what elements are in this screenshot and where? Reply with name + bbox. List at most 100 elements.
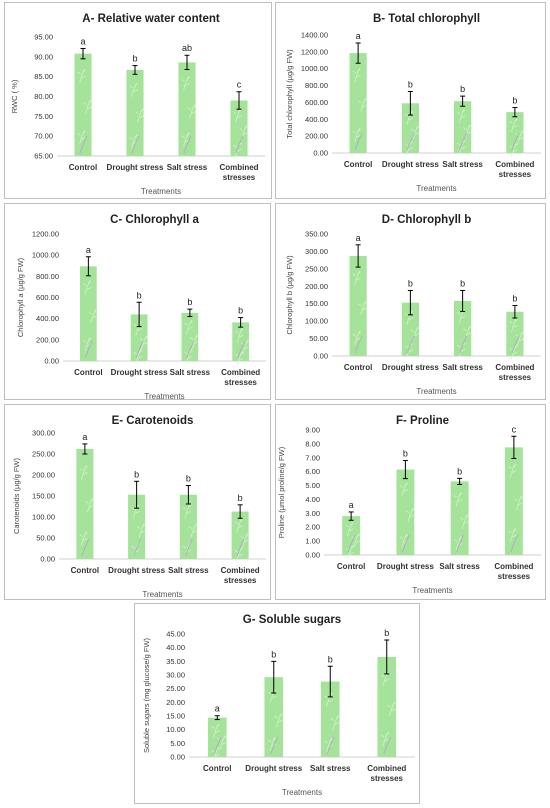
y-tick-label: 800.00 — [305, 81, 328, 90]
bar-pattern — [352, 67, 367, 143]
y-tick-label: 0.00 — [313, 352, 328, 361]
y-tick-label: 800.00 — [36, 272, 59, 281]
y-tick-label: 1400.00 — [301, 31, 328, 40]
y-tick-label: 8.00 — [305, 439, 320, 448]
x-tick-label: Salt stress — [167, 163, 208, 172]
bar-flower-stem — [456, 534, 465, 553]
error-bar — [184, 54, 190, 71]
chart-svg: A- Relative water content 65.00 70.00 75.00… — [10, 13, 265, 196]
y-tick-label: 50.00 — [36, 534, 55, 543]
bar-flower-stem — [213, 736, 222, 755]
chart-panel-g: G- Soluble sugars 0.00 5.00 10.00 15.00 20.00… — [134, 603, 420, 804]
chart-panel-d: D- Chlorophyll b 0.00 50.00 100.00 150.00 200… — [275, 203, 546, 400]
chart-panel-a: A- Relative water content 65.00 70.00 75.00… — [4, 2, 272, 199]
chart-title: B- Total chlorophyll — [373, 13, 480, 25]
bar — [74, 53, 92, 156]
significance-letter: ab — [182, 43, 192, 53]
x-tick-label: Drought stress — [107, 163, 164, 172]
chart-svg: D- Chlorophyll b 0.00 50.00 100.00 150.00 200… — [285, 214, 541, 396]
y-tick-label: 2.00 — [305, 523, 320, 532]
bar-flower-stem — [133, 538, 142, 557]
bar — [80, 266, 97, 361]
chart-title: A- Relative water content — [82, 13, 220, 25]
bar — [401, 302, 419, 356]
significance-letter: b — [512, 95, 517, 105]
bar-flower-stem — [459, 132, 468, 151]
bar-pattern — [267, 688, 283, 752]
significance-letter: b — [512, 293, 517, 303]
bar-pattern — [456, 108, 472, 155]
y-tick-label: 45.00 — [166, 630, 185, 639]
y-tick-label: 25.00 — [166, 684, 185, 693]
y-axis-label: Total chlorophyll (µg/g FW) — [285, 49, 294, 139]
chart-panel-c: C- Chlorophyll a 0.00 200.00 400.00 600.00 80… — [4, 203, 271, 401]
x-tick-label: Salt stress — [439, 562, 480, 571]
y-tick-label: 300.00 — [305, 247, 328, 256]
y-tick-label: 1.00 — [305, 537, 320, 546]
significance-letter: a — [356, 233, 361, 243]
significance-letter: a — [86, 245, 91, 255]
error-bar — [82, 443, 88, 455]
error-bar — [512, 106, 518, 118]
bar-flower-stem — [135, 340, 144, 359]
x-tick-label: Salt stress — [310, 764, 351, 773]
y-tick-label: 0.00 — [313, 149, 328, 158]
bar — [130, 314, 148, 361]
bar-pattern — [82, 280, 98, 352]
y-tick-label: 600.00 — [36, 293, 59, 302]
bar — [179, 494, 197, 559]
y-tick-label: 7.00 — [305, 453, 320, 462]
y-tick-label: 1200.00 — [32, 230, 59, 239]
significance-letter: a — [80, 37, 85, 47]
error-bar — [85, 256, 91, 277]
x-tick-label: Salt stress — [442, 363, 483, 372]
significance-letter: b — [132, 54, 137, 64]
y-tick-label: 1200.00 — [301, 47, 328, 56]
error-bar — [348, 511, 354, 521]
bar-flower-stem — [383, 736, 392, 755]
y-tick-label: 400.00 — [36, 314, 59, 323]
y-tick-label: 350.00 — [305, 230, 328, 239]
y-tick-label: 250.00 — [32, 450, 55, 459]
error-bar — [355, 42, 361, 64]
y-tick-label: 600.00 — [305, 98, 328, 107]
x-tick-label: Control — [71, 566, 99, 575]
y-tick-label: 20.00 — [166, 698, 185, 707]
x-axis-label: Treatments — [282, 788, 322, 797]
error-bar — [271, 660, 277, 694]
bar — [264, 677, 284, 757]
bar-pattern — [345, 521, 361, 560]
y-tick-label: 50.00 — [309, 334, 328, 343]
y-tick-label: 15.00 — [166, 712, 185, 721]
bar-flower-stem — [184, 538, 193, 557]
bar-flower-stem — [354, 132, 363, 151]
y-tick-label: 40.00 — [166, 643, 185, 652]
bar-pattern — [399, 482, 415, 548]
bar — [76, 448, 94, 559]
error-bar — [327, 665, 333, 698]
bar-pattern — [352, 270, 367, 346]
y-tick-label: 100.00 — [32, 513, 55, 522]
significance-letter: b — [238, 493, 243, 503]
chart-svg: G- Soluble sugars 0.00 5.00 10.00 15.00 20.00… — [142, 614, 415, 797]
x-axis-label: Treatments — [141, 187, 181, 196]
error-bar — [132, 65, 138, 75]
x-tick-label: Control — [74, 368, 102, 377]
x-tick-label: Drought stress — [377, 562, 434, 571]
bar-pattern — [235, 327, 250, 366]
y-tick-label: 200.00 — [36, 335, 59, 344]
x-tick-label: Combined stresses — [367, 764, 406, 783]
bar-flower-stem — [79, 135, 88, 154]
x-tick-label: Control — [344, 160, 372, 169]
y-tick-label: 150.00 — [305, 299, 328, 308]
x-axis-label: Treatments — [416, 387, 456, 396]
significance-letter: c — [512, 424, 517, 434]
y-axis-label: Carotenoids (µg/g FW) — [12, 457, 21, 534]
x-tick-label: Drought stress — [382, 363, 439, 372]
bar — [126, 69, 144, 156]
error-bar — [236, 91, 242, 110]
x-tick-label: Drought stress — [111, 368, 168, 377]
y-tick-label: 10.00 — [166, 725, 185, 734]
bar-flower-stem — [183, 135, 192, 154]
x-tick-label: Combined stresses — [495, 160, 534, 179]
